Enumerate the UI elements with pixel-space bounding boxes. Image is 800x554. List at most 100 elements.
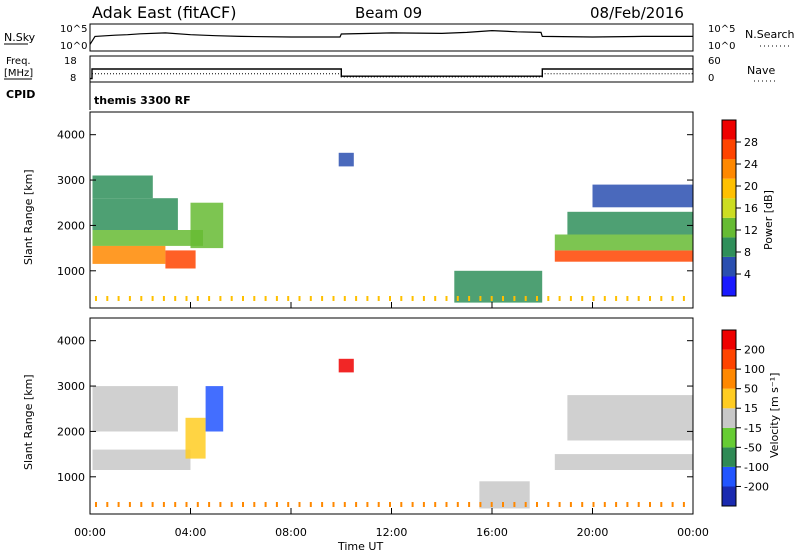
power-colorbar-label: Power [dB] — [762, 190, 775, 250]
power-panel: 1000 2000 3000 4000 Slant Range [km] — [22, 111, 694, 309]
colorbar-swatch — [722, 369, 736, 389]
colorbar-swatch — [722, 427, 736, 448]
data-cell — [174, 296, 177, 301]
data-cell — [468, 502, 471, 507]
x-tick-label: 08:00 — [275, 526, 307, 539]
data-cell — [581, 502, 584, 507]
data-cell — [592, 502, 595, 507]
data-cell — [92, 245, 166, 264]
data-cell — [343, 296, 346, 301]
colorbar-tick-label: -200 — [744, 480, 769, 493]
data-cell — [682, 502, 685, 507]
y-tick-label: 1000 — [57, 471, 85, 484]
noise-panel: N.Sky 10^5 10^0 10^5 10^0 N.Search — [4, 23, 795, 52]
data-cell — [434, 502, 437, 507]
data-cell — [536, 296, 538, 301]
data-cell — [92, 386, 178, 432]
data-cell — [106, 502, 109, 507]
data-cell — [592, 296, 595, 301]
data-cell — [660, 296, 663, 301]
y-tick-label: 3000 — [57, 380, 85, 393]
data-cell — [524, 296, 527, 301]
data-cell — [190, 202, 224, 249]
colorbar-tick-label: 15 — [744, 402, 758, 415]
data-cell — [338, 358, 354, 373]
noise-right-tick-top: 10^5 — [708, 24, 735, 35]
data-cell — [128, 502, 131, 507]
data-cell — [569, 296, 572, 301]
data-cell — [547, 502, 550, 507]
data-cell — [377, 296, 380, 301]
data-cell — [554, 234, 693, 251]
data-cell — [185, 502, 188, 507]
data-cell — [567, 211, 693, 235]
data-cell — [456, 502, 459, 507]
data-cell — [445, 296, 448, 301]
cpid-label: CPID — [6, 88, 35, 101]
data-cell — [264, 502, 267, 507]
time-axis-ticks: 00:00 04:00 08:00 12:00 16:00 20:00 00:00 — [74, 302, 709, 539]
data-cell — [92, 175, 153, 199]
data-cell — [366, 502, 369, 507]
noise-sky-label: N.Sky — [4, 31, 36, 44]
x-tick-label: 20:00 — [577, 526, 609, 539]
data-cell — [422, 502, 425, 507]
data-cell — [355, 296, 358, 301]
data-cell — [219, 502, 222, 507]
colorbar-swatch — [722, 408, 736, 428]
colorbar-swatch — [722, 178, 736, 199]
data-cell — [196, 502, 199, 507]
colorbar-swatch — [722, 120, 736, 140]
colorbar-tick-label: -50 — [744, 441, 762, 454]
data-cell — [637, 502, 640, 507]
y-tick-label: 3000 — [57, 174, 85, 187]
data-cell — [321, 296, 324, 301]
data-cell — [434, 296, 437, 301]
data-cell — [242, 296, 244, 301]
nave-tick-bottom: 0 — [708, 73, 714, 84]
data-cell — [411, 502, 414, 507]
data-cell — [117, 296, 120, 301]
data-cell — [332, 296, 335, 301]
data-cell — [95, 296, 97, 301]
velocity-colorbar: -200 -100 -50 -15 15 50 100 200 Velocity [m s⁻¹… — [721, 329, 781, 507]
data-cell — [165, 250, 196, 269]
data-cell — [151, 502, 154, 507]
data-cell — [174, 502, 177, 507]
data-cell — [626, 296, 629, 301]
data-cell — [547, 296, 550, 301]
y-tick-label: 2000 — [57, 425, 85, 438]
cpid-mode-name: themis 3300 RF — [94, 94, 191, 107]
colorbar-swatch — [722, 217, 736, 238]
y-tick-label: 4000 — [57, 335, 85, 348]
data-cell — [682, 296, 685, 301]
data-cell — [196, 296, 199, 301]
data-cell — [185, 417, 206, 459]
data-cell — [490, 296, 493, 301]
colorbar-swatch — [722, 159, 736, 179]
data-cell — [253, 296, 256, 301]
data-cell — [343, 502, 346, 507]
velocity-data-cells — [92, 358, 693, 509]
data-cell — [479, 502, 482, 507]
colorbar-tick-label: 24 — [744, 158, 758, 171]
data-cell — [479, 481, 530, 509]
data-cell — [592, 184, 693, 208]
data-cell — [581, 296, 584, 301]
x-tick-label: 00:00 — [74, 526, 106, 539]
data-cell — [355, 502, 358, 507]
data-cell — [660, 502, 663, 507]
velocity-y-axis-label: Slant Range [km] — [22, 374, 35, 470]
velocity-panel: 1000 2000 3000 4000 Slant Range [km] — [22, 317, 694, 515]
data-cell — [490, 502, 493, 507]
data-cell — [513, 502, 516, 507]
y-tick-label: 4000 — [57, 129, 85, 142]
colorbar-tick-label: -100 — [744, 461, 769, 474]
colorbar-swatch — [722, 237, 736, 257]
data-cell — [637, 296, 640, 301]
x-tick-label: 04:00 — [175, 526, 207, 539]
date-title: 08/Feb/2016 — [590, 4, 684, 22]
colorbar-tick-label: 8 — [744, 246, 751, 259]
time-axis-label: Time UT — [337, 540, 383, 553]
